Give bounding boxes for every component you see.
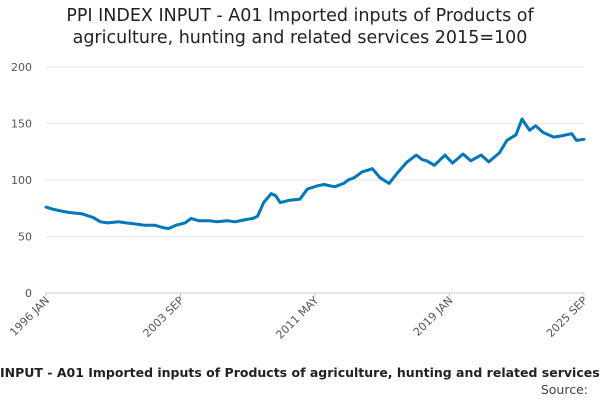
x-tick-label: 2003 SEP [141,294,187,340]
series-legend: PPI INDEX INPUT - A01 Imported inputs of… [0,365,600,381]
x-tick-label: 2019 JAN [411,294,456,339]
chart-title-line-1: PPI INDEX INPUT - A01 Imported inputs of… [66,6,534,26]
chart-title-line-2: agriculture, hunting and related service… [72,28,528,48]
series-legend-label: PPI INDEX INPUT - A01 Imported inputs of… [0,365,600,380]
y-tick-label: 150 [11,118,32,131]
y-tick-label: 50 [18,231,32,244]
source-label: Source: [540,382,588,397]
x-tick-label: 1996 JAN [7,294,52,339]
chart-title: PPI INDEX INPUT - A01 Imported inputs of… [0,5,600,49]
series-line [44,117,586,231]
x-tick-label: 2025 SEP [544,294,590,340]
y-tick-label: 0 [25,287,32,300]
y-tick-label: 100 [11,174,32,187]
x-tick-label: 2011 MAY [273,294,321,342]
y-tick-label: 200 [11,61,32,74]
